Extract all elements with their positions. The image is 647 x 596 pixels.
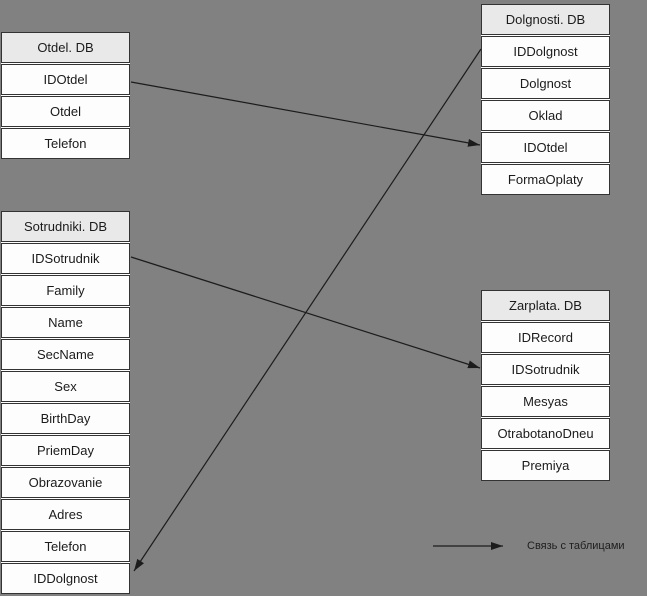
table-dolgnosti-header[interactable]: Dolgnosti. DB [481,4,610,35]
sotrudniki-field-priemday[interactable]: PriemDay [1,435,130,466]
sotrudniki-field-obrazovanie[interactable]: Obrazovanie [1,467,130,498]
relation-arrow-otdel-to-dolgnosti[interactable] [130,81,481,147]
zarplata-field-idrecord[interactable]: IDRecord [481,322,610,353]
sotrudniki-field-family[interactable]: Family [1,275,130,306]
sotrudniki-field-adres[interactable]: Adres [1,499,130,530]
table-otdel[interactable]: Otdel. DB IDOtdel Otdel Telefon [1,32,130,159]
otdel-field-telefon[interactable]: Telefon [1,128,130,159]
zarplata-field-premiya[interactable]: Premiya [481,450,610,481]
dolgnosti-field-formaoplaty[interactable]: FormaOplaty [481,164,610,195]
table-dolgnosti[interactable]: Dolgnosti. DB IDDolgnost Dolgnost Oklad … [481,4,610,195]
sotrudniki-field-birthday[interactable]: BirthDay [1,403,130,434]
sotrudniki-field-secname[interactable]: SecName [1,339,130,370]
zarplata-field-idsotrudnik[interactable]: IDSotrudnik [481,354,610,385]
sotrudniki-field-iddolgnost[interactable]: IDDolgnost [1,563,130,594]
otdel-field-idotdel[interactable]: IDOtdel [1,64,130,95]
table-sotrudniki[interactable]: Sotrudniki. DB IDSotrudnik Family Name S… [1,211,130,594]
otdel-field-otdel[interactable]: Otdel [1,96,130,127]
legend-label: Связь с таблицами [527,540,625,552]
zarplata-field-otrabotanodneu[interactable]: OtrabotanoDneu [481,418,610,449]
sotrudniki-field-idsotrudnik[interactable]: IDSotrudnik [1,243,130,274]
table-zarplata[interactable]: Zarplata. DB IDRecord IDSotrudnik Mesyas… [481,290,610,481]
dolgnosti-field-idotdel[interactable]: IDOtdel [481,132,610,163]
sotrudniki-field-name[interactable]: Name [1,307,130,338]
sotrudniki-field-sex[interactable]: Sex [1,371,130,402]
table-sotrudniki-header[interactable]: Sotrudniki. DB [1,211,130,242]
table-otdel-header[interactable]: Otdel. DB [1,32,130,63]
dolgnosti-field-dolgnost[interactable]: Dolgnost [481,68,610,99]
dolgnosti-field-oklad[interactable]: Oklad [481,100,610,131]
dolgnosti-field-iddolgnost[interactable]: IDDolgnost [481,36,610,67]
relation-arrow-dolgnosti-to-sotrudniki[interactable] [133,48,482,572]
table-zarplata-header[interactable]: Zarplata. DB [481,290,610,321]
zarplata-field-mesyas[interactable]: Mesyas [481,386,610,417]
sotrudniki-field-telefon[interactable]: Telefon [1,531,130,562]
